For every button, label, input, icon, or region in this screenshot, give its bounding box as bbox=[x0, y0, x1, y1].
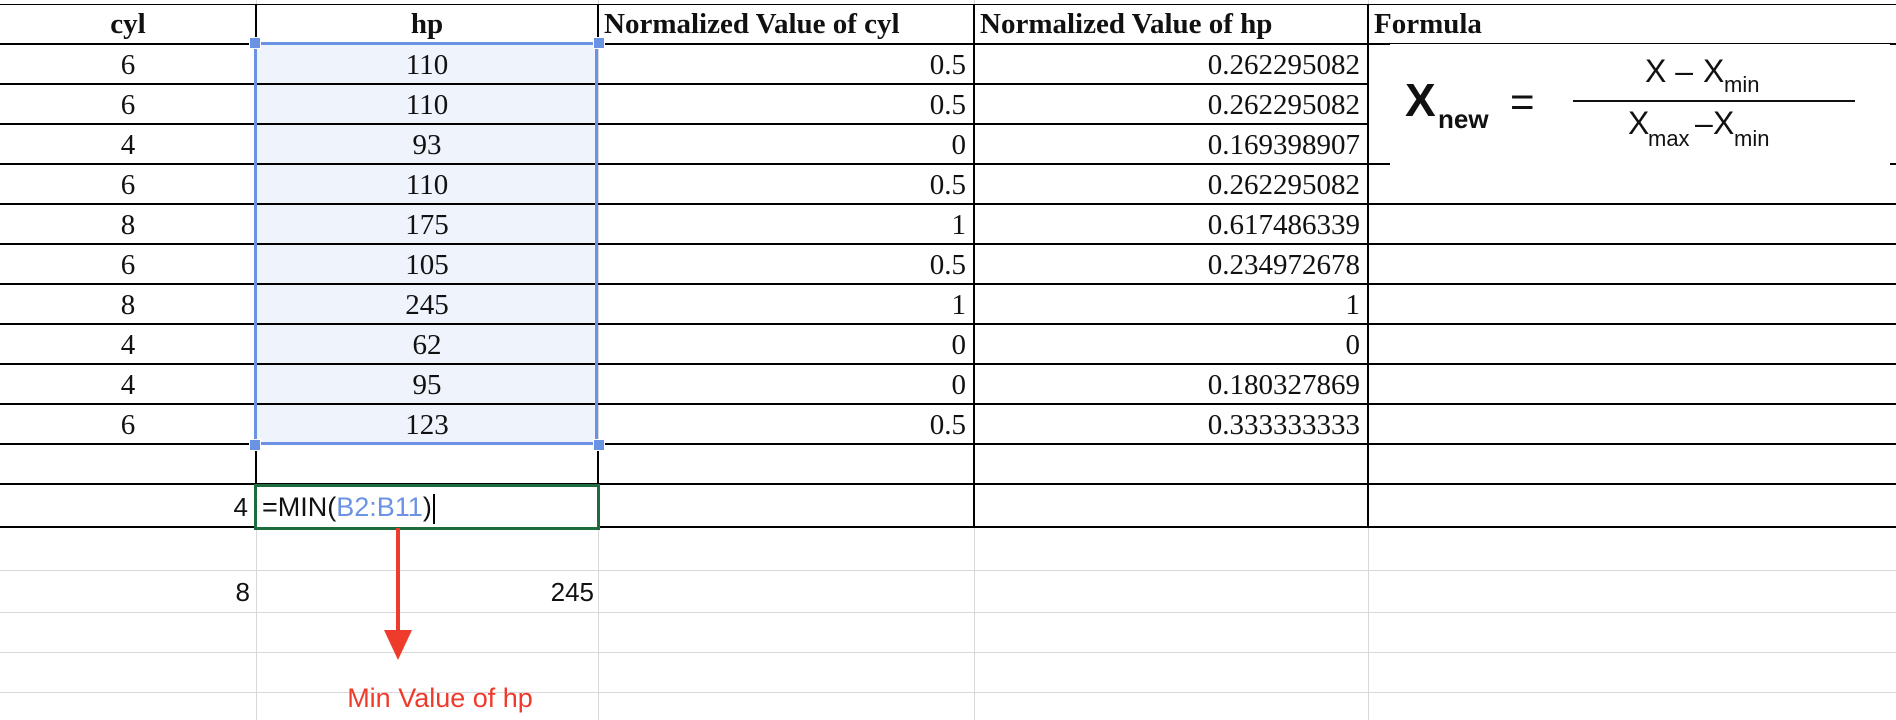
normalization-formula: X new = X – X min X max – X min bbox=[1405, 53, 1855, 151]
text-cursor bbox=[432, 493, 435, 524]
cell-hp[interactable]: 110 bbox=[405, 89, 449, 121]
cell-normalized-cyl[interactable]: 0.5 bbox=[929, 249, 966, 281]
cell-cyl[interactable]: 6 bbox=[120, 249, 136, 281]
cell-hp[interactable]: 110 bbox=[405, 49, 449, 81]
cell-cyl[interactable]: 8 bbox=[120, 289, 136, 321]
cell-hp[interactable]: 175 bbox=[405, 209, 449, 241]
cell-cyl[interactable]: 6 bbox=[120, 169, 136, 201]
cell-normalized-hp[interactable]: 0.169398907 bbox=[1207, 129, 1360, 161]
cell-normalized-cyl[interactable]: 1 bbox=[951, 209, 967, 241]
table-border bbox=[0, 483, 1896, 485]
cell-normalized-cyl[interactable]: 0.5 bbox=[929, 169, 966, 201]
table-border bbox=[0, 526, 1896, 528]
table-border bbox=[0, 403, 1896, 405]
grid-line bbox=[0, 570, 1896, 571]
formula-numerator-xmin: X bbox=[1703, 53, 1724, 89]
annotation-label: Min Value of hp bbox=[347, 683, 533, 713]
cell-hp[interactable]: 93 bbox=[412, 129, 442, 161]
cell-normalized-cyl[interactable]: 0 bbox=[951, 369, 967, 401]
formula-denominator-xmin: X bbox=[1713, 105, 1734, 141]
table-border bbox=[0, 283, 1896, 285]
cell-cyl[interactable]: 6 bbox=[120, 409, 136, 441]
table-border bbox=[0, 83, 1368, 85]
cell-cyl[interactable]: 4 bbox=[120, 129, 136, 161]
hp-selection-border[interactable] bbox=[254, 42, 598, 445]
header-hp[interactable]: hp bbox=[410, 8, 444, 40]
header-cyl[interactable]: cyl bbox=[110, 8, 146, 40]
selection-handle-top-left[interactable] bbox=[249, 37, 261, 49]
cell-cyl[interactable]: 6 bbox=[120, 89, 136, 121]
table-border bbox=[0, 163, 1896, 165]
cell-normalized-hp[interactable]: 0.262295082 bbox=[1207, 169, 1360, 201]
formula-equals: = bbox=[1510, 78, 1535, 125]
cell-hp[interactable]: 245 bbox=[405, 289, 449, 321]
selection-handle-top-right[interactable] bbox=[593, 37, 605, 49]
cell-normalized-cyl[interactable]: 0.5 bbox=[929, 49, 966, 81]
formula-image: X new = X – X min X max – X min bbox=[1390, 44, 1890, 166]
table-border bbox=[0, 123, 1368, 125]
cell-normalized-hp[interactable]: 0.180327869 bbox=[1207, 369, 1360, 401]
table-border bbox=[597, 4, 599, 44]
formula-range-reference: B2:B11 bbox=[336, 492, 423, 522]
cell-hp[interactable]: 95 bbox=[412, 369, 442, 401]
table-border bbox=[0, 243, 1896, 245]
formula-denominator-xmax: X bbox=[1628, 105, 1649, 141]
cell-hp[interactable]: 123 bbox=[405, 409, 449, 441]
table-border bbox=[0, 43, 1896, 45]
cell-cyl-max[interactable]: 8 bbox=[235, 577, 250, 607]
cell-normalized-hp[interactable]: 0.333333333 bbox=[1207, 409, 1360, 441]
cell-normalized-hp[interactable]: 0.234972678 bbox=[1207, 249, 1360, 281]
formula-subscript-min-2: min bbox=[1734, 126, 1769, 151]
cell-hp-max[interactable]: 245 bbox=[550, 577, 594, 607]
header-normalized-cyl[interactable]: Normalized Value of cyl bbox=[604, 8, 900, 40]
formula-prefix: =MIN( bbox=[262, 492, 337, 522]
cell-normalized-cyl[interactable]: 0.5 bbox=[929, 409, 966, 441]
grid-line bbox=[0, 652, 1896, 653]
table-border bbox=[1367, 4, 1369, 528]
annotation-arrow bbox=[384, 528, 412, 660]
formula-subscript-min: min bbox=[1724, 72, 1759, 97]
cell-hp[interactable]: 105 bbox=[405, 249, 449, 281]
cell-normalized-hp[interactable]: 1 bbox=[1345, 289, 1361, 321]
cell-hp[interactable]: 110 bbox=[405, 169, 449, 201]
formula-subscript-max: max bbox=[1648, 126, 1690, 151]
grid-line bbox=[0, 612, 1896, 613]
header-normalized-hp[interactable]: Normalized Value of hp bbox=[980, 8, 1273, 40]
table-border bbox=[973, 4, 975, 528]
cell-cyl[interactable]: 8 bbox=[120, 209, 136, 241]
table-border bbox=[255, 444, 257, 484]
cell-normalized-cyl[interactable]: 0 bbox=[951, 129, 967, 161]
cell-normalized-hp[interactable]: 0.617486339 bbox=[1207, 209, 1360, 241]
cell-normalized-hp[interactable]: 0.262295082 bbox=[1207, 49, 1360, 81]
table-border bbox=[0, 203, 1896, 205]
formula-x-new: X bbox=[1405, 74, 1436, 126]
cell-normalized-cyl[interactable]: 0.5 bbox=[929, 89, 966, 121]
selection-handle-bottom-left[interactable] bbox=[249, 439, 261, 451]
cell-cyl-min[interactable]: 4 bbox=[233, 492, 248, 522]
formula-numerator-x: X – bbox=[1645, 53, 1693, 89]
cell-cyl[interactable]: 4 bbox=[120, 329, 136, 361]
grid-line bbox=[598, 0, 599, 720]
cell-cyl[interactable]: 6 bbox=[120, 49, 136, 81]
table-border bbox=[0, 4, 1896, 5]
table-border bbox=[255, 4, 257, 44]
formula-suffix: ) bbox=[422, 492, 432, 522]
cell-normalized-cyl[interactable]: 1 bbox=[951, 289, 967, 321]
cell-normalized-hp[interactable]: 0.262295082 bbox=[1207, 89, 1360, 121]
formula-denominator-minus: – bbox=[1695, 105, 1713, 141]
table-border bbox=[0, 363, 1896, 365]
grid-line bbox=[0, 692, 1896, 693]
table-border bbox=[0, 443, 1896, 445]
cell-normalized-cyl[interactable]: 0 bbox=[951, 329, 967, 361]
cell-normalized-hp[interactable]: 0 bbox=[1345, 329, 1361, 361]
selection-handle-bottom-right[interactable] bbox=[593, 439, 605, 451]
header-formula[interactable]: Formula bbox=[1374, 8, 1482, 40]
cell-cyl[interactable]: 4 bbox=[120, 369, 136, 401]
formula-subscript-new: new bbox=[1438, 104, 1489, 134]
table-border bbox=[0, 323, 1896, 325]
table-border bbox=[597, 444, 599, 484]
active-cell-formula[interactable]: =MIN(B2:B11) bbox=[254, 484, 600, 530]
cell-hp[interactable]: 62 bbox=[412, 329, 442, 361]
